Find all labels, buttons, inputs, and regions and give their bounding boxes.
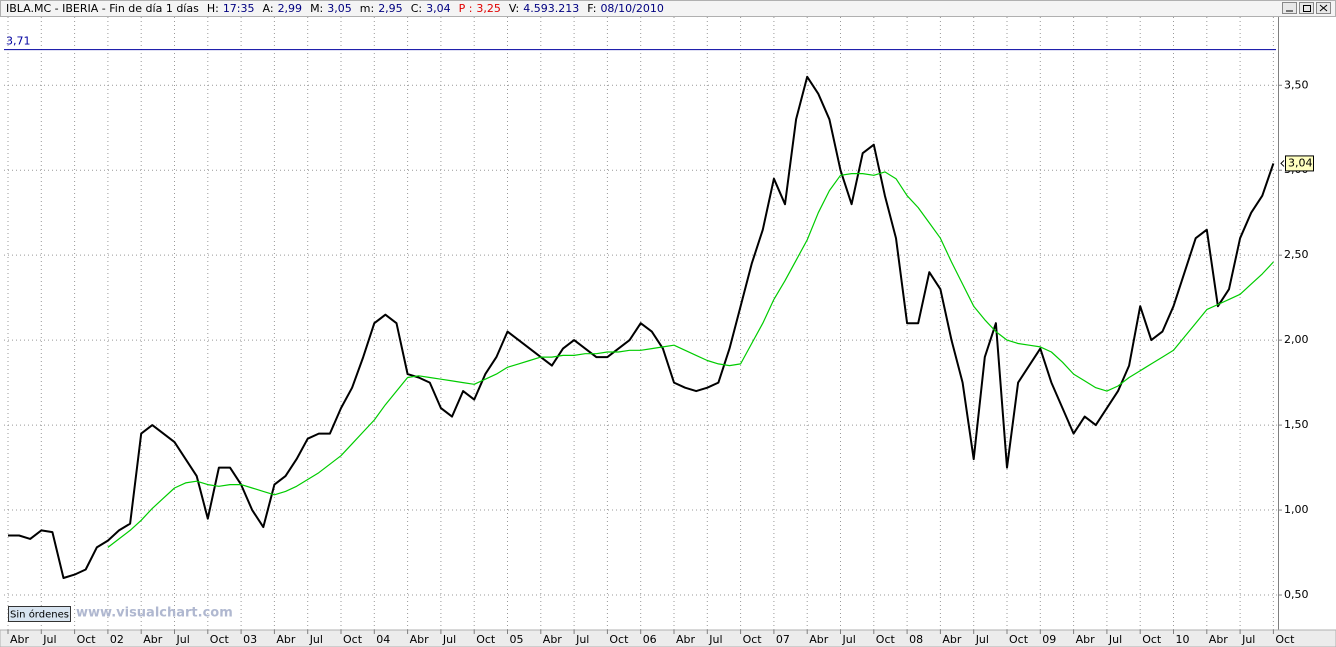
x-tick-label: Abr — [10, 633, 30, 646]
x-tick-label: Jul — [1241, 633, 1255, 646]
x-tick-label: Abr — [676, 633, 696, 646]
price-line — [8, 75, 1275, 579]
last-price-pointer — [1280, 160, 1285, 167]
x-tick-label: Oct — [343, 633, 363, 646]
info-value: 3,25 — [476, 2, 501, 15]
x-tick-label: Abr — [1209, 633, 1229, 646]
orders-button[interactable] — [8, 606, 71, 622]
orders-button-label[interactable]: Sin órdenes — [10, 609, 69, 621]
y-tick-label: 3,50 — [1284, 78, 1309, 91]
info-value: 17:35 — [223, 2, 255, 15]
x-tick-label: Oct — [1275, 633, 1295, 646]
last-price-box — [1285, 155, 1314, 172]
y-tick-label: 0,50 — [1284, 588, 1309, 601]
x-tick-label: Abr — [410, 633, 430, 646]
x-tick-label: 07 — [776, 633, 790, 646]
icon — [1303, 5, 1311, 12]
x-tick-label: Jul — [42, 633, 56, 646]
x-tick-label: Jul — [575, 633, 589, 646]
x-tick-label: Abr — [543, 633, 563, 646]
x-tick-label: 05 — [510, 633, 524, 646]
x-tick-label: 02 — [110, 633, 124, 646]
info-label: C: — [411, 2, 422, 15]
x-tick-label: Abr — [942, 633, 962, 646]
last-price-label: 3,04 — [1288, 156, 1313, 169]
x-tick-label: Oct — [1009, 633, 1029, 646]
x-axis-strip — [0, 629, 1336, 647]
x-tick-label: Jul — [975, 633, 989, 646]
info-bar — [0, 0, 1336, 17]
price-line — [107, 171, 1274, 548]
minimize-button[interactable] — [1282, 2, 1297, 14]
info-label: F: — [587, 2, 596, 15]
info-value: 3,04 — [426, 2, 451, 15]
y-tick-label: 1,00 — [1284, 503, 1309, 516]
info-value: 4.593.213 — [523, 2, 579, 15]
info-label: V: — [509, 2, 519, 15]
x-tick-label: Oct — [210, 633, 230, 646]
y-tick-label: 1,50 — [1284, 418, 1309, 431]
info-value: 08/10/2010 — [600, 2, 663, 15]
reference-label: 3,71 — [6, 35, 31, 48]
watermark: www.visualchart.com — [76, 606, 233, 621]
x-tick-label: Abr — [276, 633, 296, 646]
info-label: m: — [360, 2, 374, 15]
x-tick-label: Jul — [442, 633, 456, 646]
x-tick-label: Jul — [309, 633, 323, 646]
x-tick-label: Abr — [1076, 633, 1096, 646]
icon — [1319, 4, 1328, 12]
x-tick-label: Oct — [1142, 633, 1162, 646]
x-tick-label: Jul — [1108, 633, 1122, 646]
x-tick-label: 03 — [243, 633, 257, 646]
info-label: P : — [459, 2, 473, 15]
chart-title: IBLA.MC - IBERIA - Fin de día 1 días — [6, 2, 199, 15]
x-tick-label: 09 — [1042, 633, 1056, 646]
x-tick-label: Jul — [176, 633, 190, 646]
window-buttons[interactable] — [1282, 2, 1331, 14]
x-tick-label: Oct — [876, 633, 896, 646]
restore-button[interactable] — [1299, 2, 1314, 14]
x-tick-label: Jul — [842, 633, 856, 646]
plot-area: 0,501,001,502,002,503,003,50AbrJulOct02A… — [4, 17, 1309, 646]
x-tick-label: Oct — [77, 633, 97, 646]
x-tick-label: Oct — [609, 633, 629, 646]
y-tick-label: 2,50 — [1284, 248, 1309, 261]
x-tick-label: Abr — [143, 633, 163, 646]
y-tick-label: 2,00 — [1284, 333, 1309, 346]
info-value: 2,95 — [378, 2, 403, 15]
x-tick-label: 08 — [909, 633, 923, 646]
info-label: H: — [207, 2, 219, 15]
info-value: 2,99 — [278, 2, 303, 15]
x-tick-label: 06 — [643, 633, 657, 646]
info-value: 3,05 — [327, 2, 352, 15]
x-tick-label: 04 — [376, 633, 390, 646]
x-tick-label: 10 — [1176, 633, 1190, 646]
x-tick-label: Oct — [476, 633, 496, 646]
x-tick-label: Oct — [743, 633, 763, 646]
info-label: M: — [310, 2, 323, 15]
info-label: A: — [263, 2, 274, 15]
x-tick-label: Abr — [809, 633, 829, 646]
x-tick-label: Jul — [708, 633, 722, 646]
